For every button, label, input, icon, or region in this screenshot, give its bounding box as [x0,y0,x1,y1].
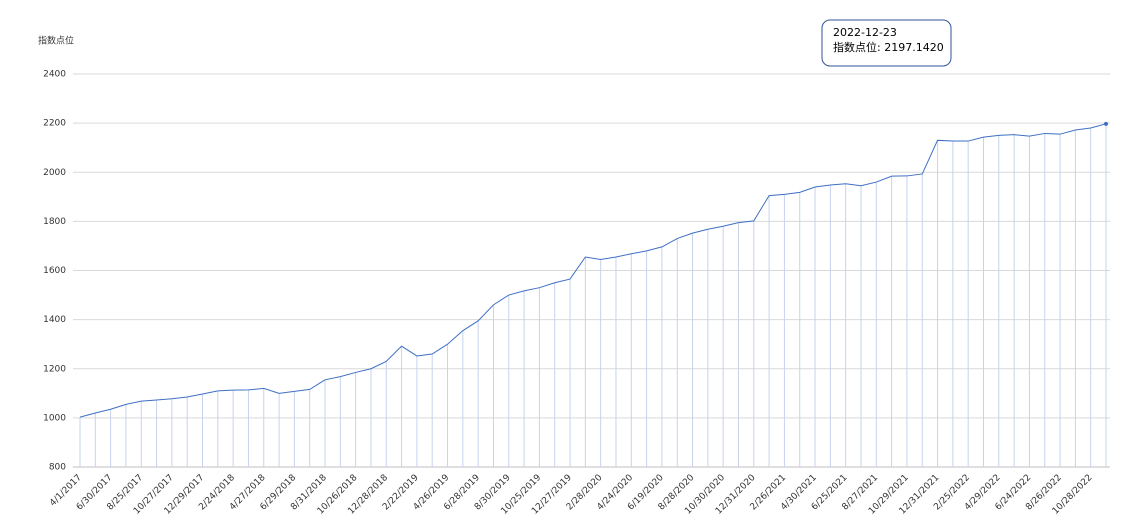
y-tick-label: 800 [49,463,66,473]
y-tick-label: 1200 [43,364,66,374]
tooltip-box [821,19,952,67]
y-tick-label: 1600 [43,266,66,276]
highlight-point [1104,121,1108,126]
tooltip: 2022-12-23 指数点位: 2197.1420 [821,19,952,67]
tooltip-value: 指数点位: 2197.1420 [833,40,944,54]
y-tick-label: 2200 [43,119,66,129]
y-axis-label: 指数点位 [38,35,74,47]
y-tick-label: 2000 [43,168,66,178]
y-tick-label: 1400 [43,315,66,325]
data-line [79,123,1107,418]
y-tick-label: 2400 [43,70,66,80]
tooltip-date: 2022-12-23 [833,26,897,39]
y-tick-label: 1800 [43,217,66,227]
y-tick-label: 1000 [43,413,66,423]
